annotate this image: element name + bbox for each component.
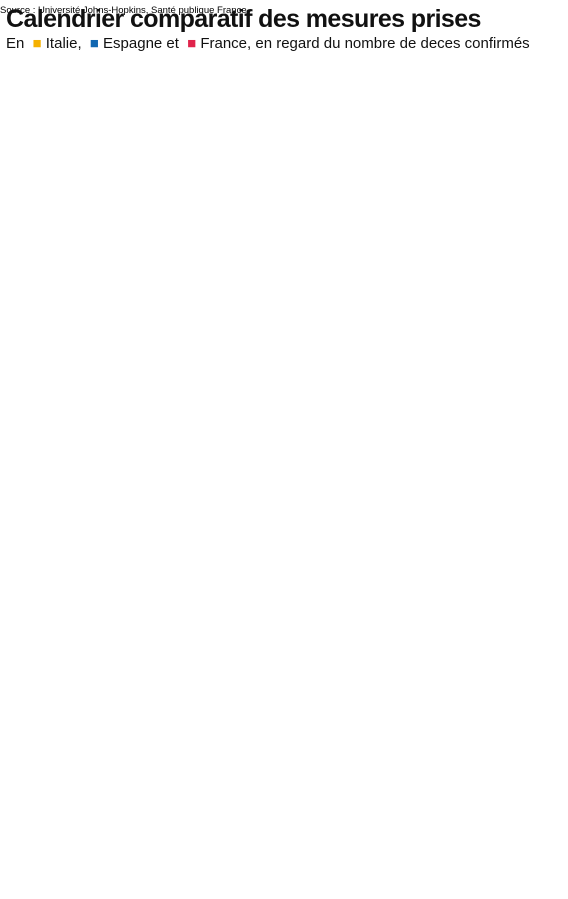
- legend-italy-label: Italie,: [46, 35, 82, 52]
- legend-italy-swatch: ■: [33, 35, 42, 52]
- legend-france-label: France, en regard du nombre de deces con…: [200, 35, 529, 52]
- chart-title: Calendrier comparatif des mesures prises: [6, 5, 481, 33]
- legend-france-swatch: ■: [187, 35, 196, 52]
- chart-subtitle: En ■ Italie, ■ Espagne et ■ France, en r…: [6, 35, 530, 52]
- legend-spain-label: Espagne et: [103, 35, 180, 52]
- legend-spain-swatch: ■: [90, 35, 99, 52]
- subtitle-prefix: En: [6, 35, 24, 52]
- source-text: Source : Université Johns-Hopkins, Santé…: [0, 5, 247, 16]
- source-note: Source : Université Johns-Hopkins, Santé…: [0, 0, 247, 17]
